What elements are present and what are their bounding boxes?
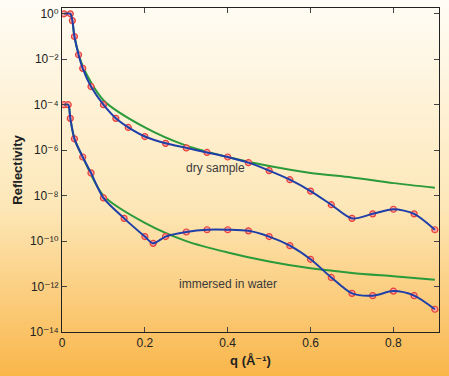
svg-text:10⁻⁶: 10⁻⁶ xyxy=(34,143,59,157)
svg-text:10⁻⁸: 10⁻⁸ xyxy=(34,189,59,203)
svg-text:10⁻¹⁴: 10⁻¹⁴ xyxy=(30,325,59,339)
svg-text:Reflectivity: Reflectivity xyxy=(10,135,25,205)
svg-text:q (Å⁻¹): q (Å⁻¹) xyxy=(230,353,271,368)
svg-text:0: 0 xyxy=(59,336,66,350)
svg-text:immersed in water: immersed in water xyxy=(179,277,277,291)
svg-text:0.4: 0.4 xyxy=(219,336,236,350)
svg-text:10⁻²: 10⁻² xyxy=(35,52,59,66)
svg-text:dry sample: dry sample xyxy=(186,161,245,175)
svg-text:0.6: 0.6 xyxy=(302,336,319,350)
svg-text:10⁻¹⁰: 10⁻¹⁰ xyxy=(30,234,59,248)
svg-text:0.8: 0.8 xyxy=(385,336,402,350)
svg-text:10⁰: 10⁰ xyxy=(40,7,58,21)
svg-text:0.2: 0.2 xyxy=(137,336,154,350)
svg-text:10⁻⁴: 10⁻⁴ xyxy=(34,98,59,112)
svg-text:10⁻¹²: 10⁻¹² xyxy=(31,280,59,294)
